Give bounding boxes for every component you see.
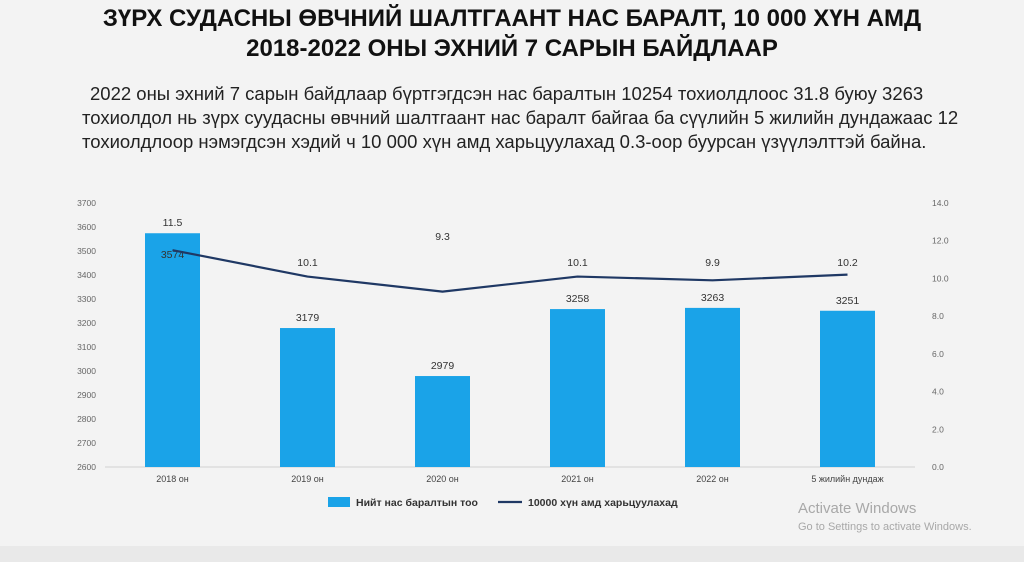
title-line-2: 2018-2022 ОНЫ ЭХНИЙ 7 САРЫН БАЙДЛААР xyxy=(246,35,778,62)
line-value-label: 11.5 xyxy=(163,217,183,229)
category-label: 2018 он xyxy=(156,474,189,484)
legend-bar-label: Нийт нас баралтын тоо xyxy=(356,497,478,509)
category-label: 2022 он xyxy=(696,474,729,484)
right-axis-tick-label: 0.0 xyxy=(932,462,944,472)
category-label: 2020 он xyxy=(426,474,459,484)
bar xyxy=(415,376,470,467)
bar-value-label: 3258 xyxy=(566,293,590,305)
right-axis-tick-label: 8.0 xyxy=(932,311,944,321)
bar-value-label: 2979 xyxy=(431,360,455,372)
left-axis-tick-label: 3700 xyxy=(77,198,96,208)
bar xyxy=(820,310,875,467)
category-label: 2021 он xyxy=(561,474,594,484)
combo-chart: 2600 2700 2800 2900 3000 3100 3200 3300 3400 3500… xyxy=(77,198,949,509)
legend-bar-swatch xyxy=(328,497,350,507)
bar-value-label: 3179 xyxy=(296,312,320,324)
right-axis-tick-label: 4.0 xyxy=(932,387,944,397)
page-title: ЗҮРХ СУДАСНЫ ӨВЧНИЙ ШАЛТГААНТ НАС БАРАЛТ… xyxy=(0,4,1024,64)
right-axis-tick-label: 2.0 xyxy=(932,424,944,434)
bar xyxy=(550,309,605,467)
category-label: 5 жилийн дундаж xyxy=(811,474,883,484)
watermark-subtitle: Go to Settings to activate Windows. xyxy=(798,521,972,533)
right-axis-tick-label: 10.0 xyxy=(932,273,949,283)
bar-value-label: 3263 xyxy=(701,292,725,304)
left-axis-tick-label: 3600 xyxy=(77,222,96,232)
summary-line-3: тохиолдлоор нэмэгдсэн хэдий ч 10 000 хүн… xyxy=(82,131,927,152)
bar xyxy=(280,328,335,467)
left-axis-tick-label: 2900 xyxy=(77,390,96,400)
bar-value-label: 3251 xyxy=(836,295,860,307)
bar xyxy=(145,233,200,467)
right-axis-tick-label: 12.0 xyxy=(932,236,949,246)
left-axis-tick-label: 3100 xyxy=(77,342,96,352)
summary-paragraph: 2022 оны эхний 7 сарын байдлаар бүртгэгд… xyxy=(82,82,970,154)
summary-line-1: 2022 оны эхний 7 сарын байдлаар бүртгэгд… xyxy=(90,83,924,104)
series-line xyxy=(172,249,848,293)
left-axis-tick-label: 3500 xyxy=(77,246,96,256)
bottom-strip xyxy=(0,546,1024,562)
line-value-label: 9.9 xyxy=(705,257,720,269)
activation-watermark: Activate Windows Go to Settings to activ… xyxy=(798,500,972,533)
right-axis-tick-label: 6.0 xyxy=(932,349,944,359)
line-value-label: 10.2 xyxy=(837,257,858,269)
legend-line-label: 10000 хүн амд харьцуулахад xyxy=(528,497,678,509)
title-line-1: ЗҮРХ СУДАСНЫ ӨВЧНИЙ ШАЛТГААНТ НАС БАРАЛТ… xyxy=(102,5,922,32)
left-axis-tick-label: 3000 xyxy=(77,366,96,376)
line-value-label: 9.3 xyxy=(435,231,450,243)
right-axis-tick-label: 14.0 xyxy=(932,198,949,208)
left-axis-tick-label: 3300 xyxy=(77,294,96,304)
line-value-label: 10.1 xyxy=(297,257,318,269)
left-axis-tick-label: 3400 xyxy=(77,270,96,280)
summary-line-2: тохиолдол нь зүрх суудасны өвчний шалтга… xyxy=(82,107,959,128)
bar xyxy=(685,307,740,467)
watermark-title: Activate Windows xyxy=(798,500,917,517)
line-value-label: 10.1 xyxy=(567,257,588,269)
category-label: 2019 он xyxy=(291,474,324,484)
left-axis-tick-label: 2600 xyxy=(77,462,96,472)
left-axis-tick-label: 2800 xyxy=(77,414,96,424)
left-axis-tick-label: 2700 xyxy=(77,438,96,448)
left-axis-tick-label: 3200 xyxy=(77,318,96,328)
